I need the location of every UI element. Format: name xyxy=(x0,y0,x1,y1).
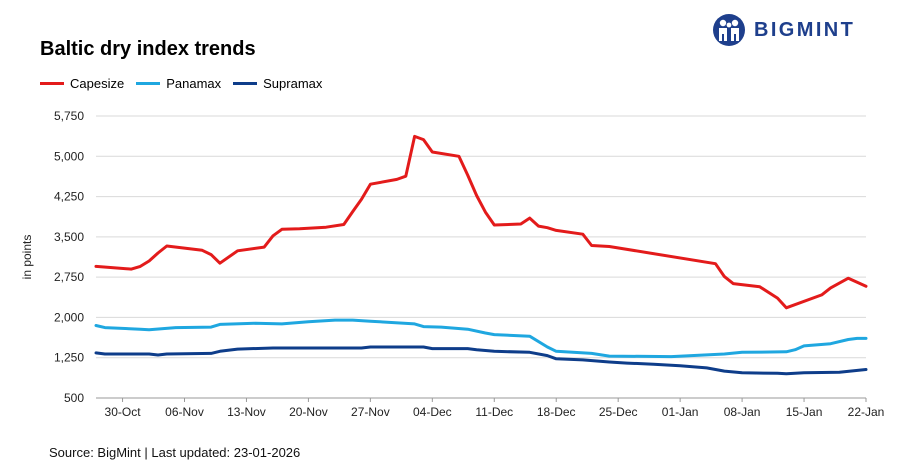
x-tick-label: 22-Jan xyxy=(848,405,885,419)
brand-logo: BIGMINT xyxy=(712,13,902,47)
legend-item-supramax: Supramax xyxy=(233,76,322,91)
people-logo-icon xyxy=(713,14,745,46)
y-tick-label: 5,750 xyxy=(54,109,84,123)
x-tick-label: 30-Oct xyxy=(105,405,142,419)
x-tick-label: 27-Nov xyxy=(351,405,390,419)
x-tick-label: 06-Nov xyxy=(165,405,204,419)
x-tick-label: 20-Nov xyxy=(289,405,328,419)
y-tick-label: 1,250 xyxy=(54,351,84,365)
x-tick-label: 25-Dec xyxy=(599,405,638,419)
x-tick-label: 13-Nov xyxy=(227,405,266,419)
chart-title: Baltic dry index trends xyxy=(40,38,256,60)
chart-legend: Capesize Panamax Supramax xyxy=(40,76,322,91)
legend-item-panamax: Panamax xyxy=(136,76,221,91)
chart-footer-source: Source: BigMint | Last updated: 23-01-20… xyxy=(49,445,301,460)
x-tick-label: 11-Dec xyxy=(475,405,513,419)
y-tick-label: 5,000 xyxy=(54,149,84,163)
x-tick-label: 15-Jan xyxy=(786,405,823,419)
legend-swatch-capesize xyxy=(40,82,64,85)
legend-swatch-panamax xyxy=(136,82,161,85)
y-tick-label: 500 xyxy=(64,391,84,405)
y-tick-label: 4,250 xyxy=(54,190,84,204)
y-tick-label: 3,500 xyxy=(54,230,84,244)
brand-name: BIGMINT xyxy=(754,18,856,41)
x-tick-label: 04-Dec xyxy=(413,405,452,419)
legend-swatch-supramax xyxy=(233,82,258,85)
series-line-panamax xyxy=(94,318,868,359)
legend-item-capesize: Capesize xyxy=(40,76,124,91)
y-tick-label: 2,000 xyxy=(54,310,84,324)
y-axis-label: in points xyxy=(20,235,34,280)
legend-label-supramax: Supramax xyxy=(263,76,323,91)
x-tick-label: 01-Jan xyxy=(662,405,699,419)
legend-label-panamax: Panamax xyxy=(166,76,222,91)
series-line-supramax xyxy=(94,345,868,376)
legend-label-capesize: Capesize xyxy=(70,76,125,91)
series-line-capesize xyxy=(94,134,868,310)
y-tick-label: 2,750 xyxy=(54,270,84,284)
line-chart: 500 1,250 2,000 2,750 3,500 4,250 5,000 5,750 30… xyxy=(20,109,885,419)
x-tick-label: 18-Dec xyxy=(537,405,576,419)
x-tick-label: 08-Jan xyxy=(724,405,761,419)
